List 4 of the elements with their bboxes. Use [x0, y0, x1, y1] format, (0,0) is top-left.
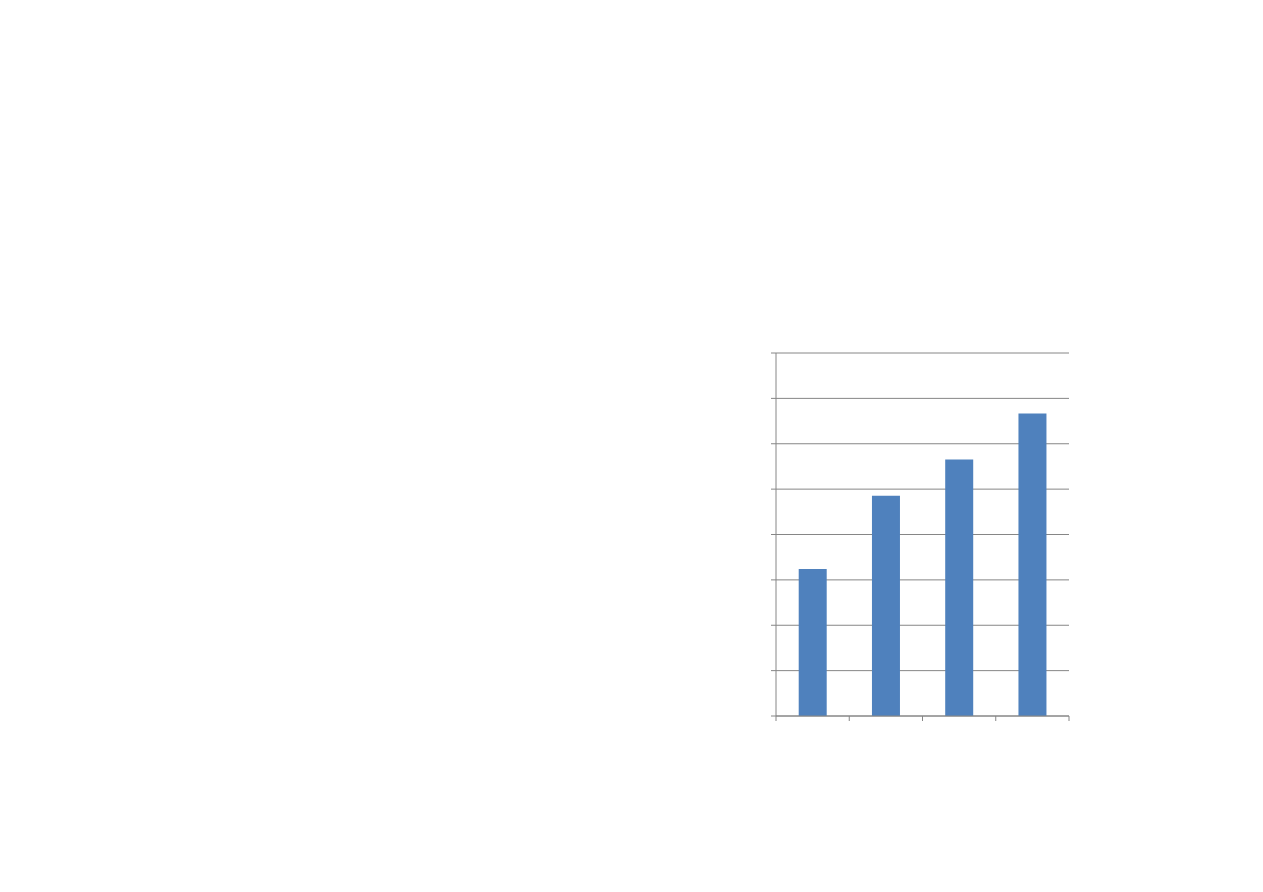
bar: [945, 459, 974, 716]
bar: [798, 568, 827, 716]
bar: [1018, 413, 1047, 716]
bar: [871, 495, 900, 716]
